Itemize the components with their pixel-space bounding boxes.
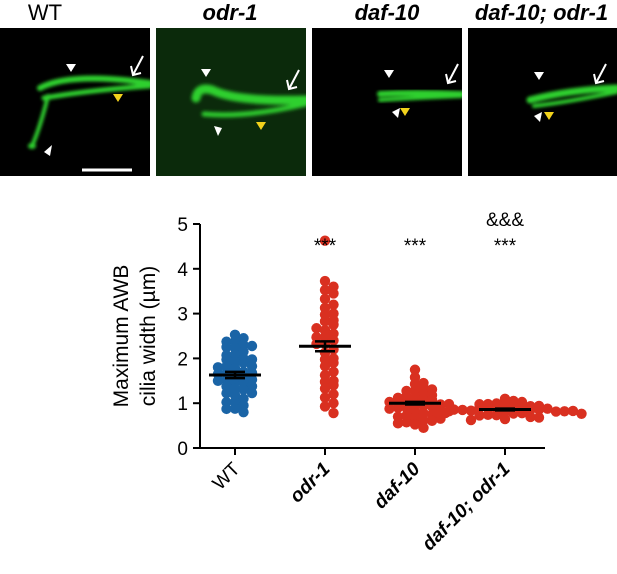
data-point (328, 357, 339, 369)
data-point (550, 406, 562, 417)
y-axis-title-line: Maximum AWB (110, 265, 133, 408)
data-point (533, 404, 545, 415)
arrow-open-icon (286, 69, 300, 91)
data-point (246, 340, 258, 352)
data-point (465, 414, 477, 426)
y-tick-label: 1 (177, 394, 188, 415)
significance-label: *** (314, 236, 337, 257)
arrow-open-icon (445, 63, 459, 85)
data-point (221, 388, 232, 399)
data-point (319, 293, 331, 305)
arrowhead-white-icon (44, 145, 52, 156)
data-point (212, 375, 224, 386)
data-point (319, 316, 331, 327)
data-point (448, 404, 460, 415)
data-point (328, 407, 339, 419)
data-point (465, 405, 477, 416)
arrowhead-white-icon (534, 72, 544, 80)
y-tick-label: 2 (177, 349, 188, 370)
data-point (384, 403, 395, 414)
y-tick-label: 3 (177, 305, 188, 326)
data-point (319, 392, 331, 403)
arrowhead-yellow-icon (256, 122, 266, 130)
data-point (246, 387, 258, 399)
data-point (418, 407, 429, 419)
data-point (491, 409, 502, 421)
data-point (229, 403, 241, 414)
data-point (418, 422, 429, 434)
arrowhead-white-icon (392, 108, 400, 118)
x-tick-label: odr-1 (286, 459, 334, 507)
arrowhead-white-icon (384, 70, 394, 78)
data-point (221, 403, 232, 415)
micrograph-wt (0, 28, 150, 176)
panel-label-daf-10-odr-1: daf-10; odr-1 (474, 0, 609, 25)
data-point (482, 409, 494, 421)
data-point (328, 288, 339, 299)
y-tick-label: 5 (177, 215, 188, 236)
data-point (409, 364, 421, 375)
data-point (328, 380, 339, 391)
significance-label: *** (404, 236, 427, 257)
micrograph-daf-10-odr-1 (468, 28, 617, 176)
y-axis-title-line: cilia width (µm) (137, 266, 160, 406)
data-point (576, 408, 587, 420)
data-point (319, 383, 331, 394)
data-point (409, 419, 421, 430)
data-point (431, 406, 443, 418)
data-point (392, 418, 404, 429)
data-point (567, 405, 579, 417)
significance-label: &&& (486, 210, 524, 231)
data-point (426, 415, 438, 427)
significance-label: *** (494, 236, 517, 257)
data-point (311, 323, 322, 334)
panel-label-odr-1: odr-1 (202, 0, 258, 25)
y-tick-label: 4 (177, 260, 188, 281)
data-point (499, 413, 511, 425)
data-point (238, 357, 249, 369)
data-point (238, 384, 249, 395)
y-tick-label: 0 (177, 439, 188, 460)
data-point (238, 406, 249, 418)
data-point (559, 406, 570, 417)
arrowhead-white-icon (214, 126, 222, 136)
data-point (319, 235, 331, 246)
data-point (440, 407, 451, 419)
data-point (328, 319, 339, 330)
data-point (525, 411, 536, 423)
micrograph-odr-1 (156, 28, 306, 176)
data-point (328, 299, 339, 310)
arrowhead-yellow-icon (400, 108, 410, 116)
x-tick-label: daf-10; odr-1 (418, 459, 514, 555)
y-axis-title: Maximum AWB cilia width (µm) (110, 265, 160, 408)
data-point (221, 341, 232, 353)
arrow-open-icon (130, 55, 144, 77)
data-point (542, 403, 553, 414)
panel-label-wt: WT (27, 0, 63, 25)
data-point (319, 284, 331, 296)
x-tick-label: WT (209, 458, 245, 494)
data-point (328, 398, 339, 409)
micrograph-daf-10 (312, 28, 462, 176)
arrowhead-yellow-icon (544, 112, 554, 120)
panel-label-daf-10: daf-10 (354, 0, 420, 25)
data-point (533, 412, 545, 423)
arrow-open-icon (593, 63, 607, 85)
x-tick-label: daf-10 (370, 458, 425, 513)
data-point (392, 402, 404, 413)
arrowhead-white-icon (201, 69, 211, 77)
data-point (319, 275, 331, 287)
data-point (418, 415, 429, 426)
cilia-width-chart: 0 1 2 3 4 5 Maximum AWB cilia width (µm) WT odr-1… (110, 210, 587, 555)
data-point (328, 389, 339, 400)
data-point (474, 410, 485, 421)
data-point (319, 401, 331, 412)
arrowhead-white-icon (534, 112, 542, 122)
data-point (319, 360, 331, 372)
arrowhead-white-icon (66, 64, 76, 72)
data-point (328, 366, 339, 378)
data-point (457, 404, 468, 416)
arrowhead-yellow-icon (113, 94, 123, 102)
data-point (401, 417, 412, 428)
